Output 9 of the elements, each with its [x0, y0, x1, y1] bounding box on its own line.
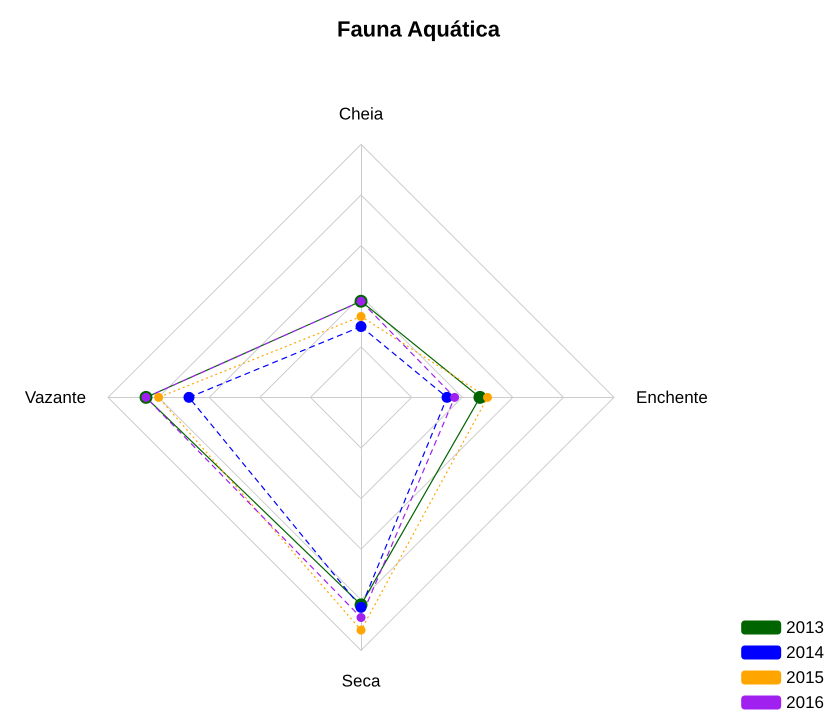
- legend-label: 2014: [786, 643, 824, 662]
- legend-label: 2015: [786, 668, 824, 687]
- spoke-label: Cheia: [338, 104, 384, 124]
- spoke-label: Vazante: [24, 388, 86, 407]
- legend-label: 2016: [786, 693, 824, 712]
- spoke-label: Seca: [342, 671, 381, 690]
- chart-title: Fauna Aquática: [337, 16, 501, 42]
- spoke-label: Enchente: [636, 388, 708, 407]
- legend-label: 2013: [786, 618, 824, 637]
